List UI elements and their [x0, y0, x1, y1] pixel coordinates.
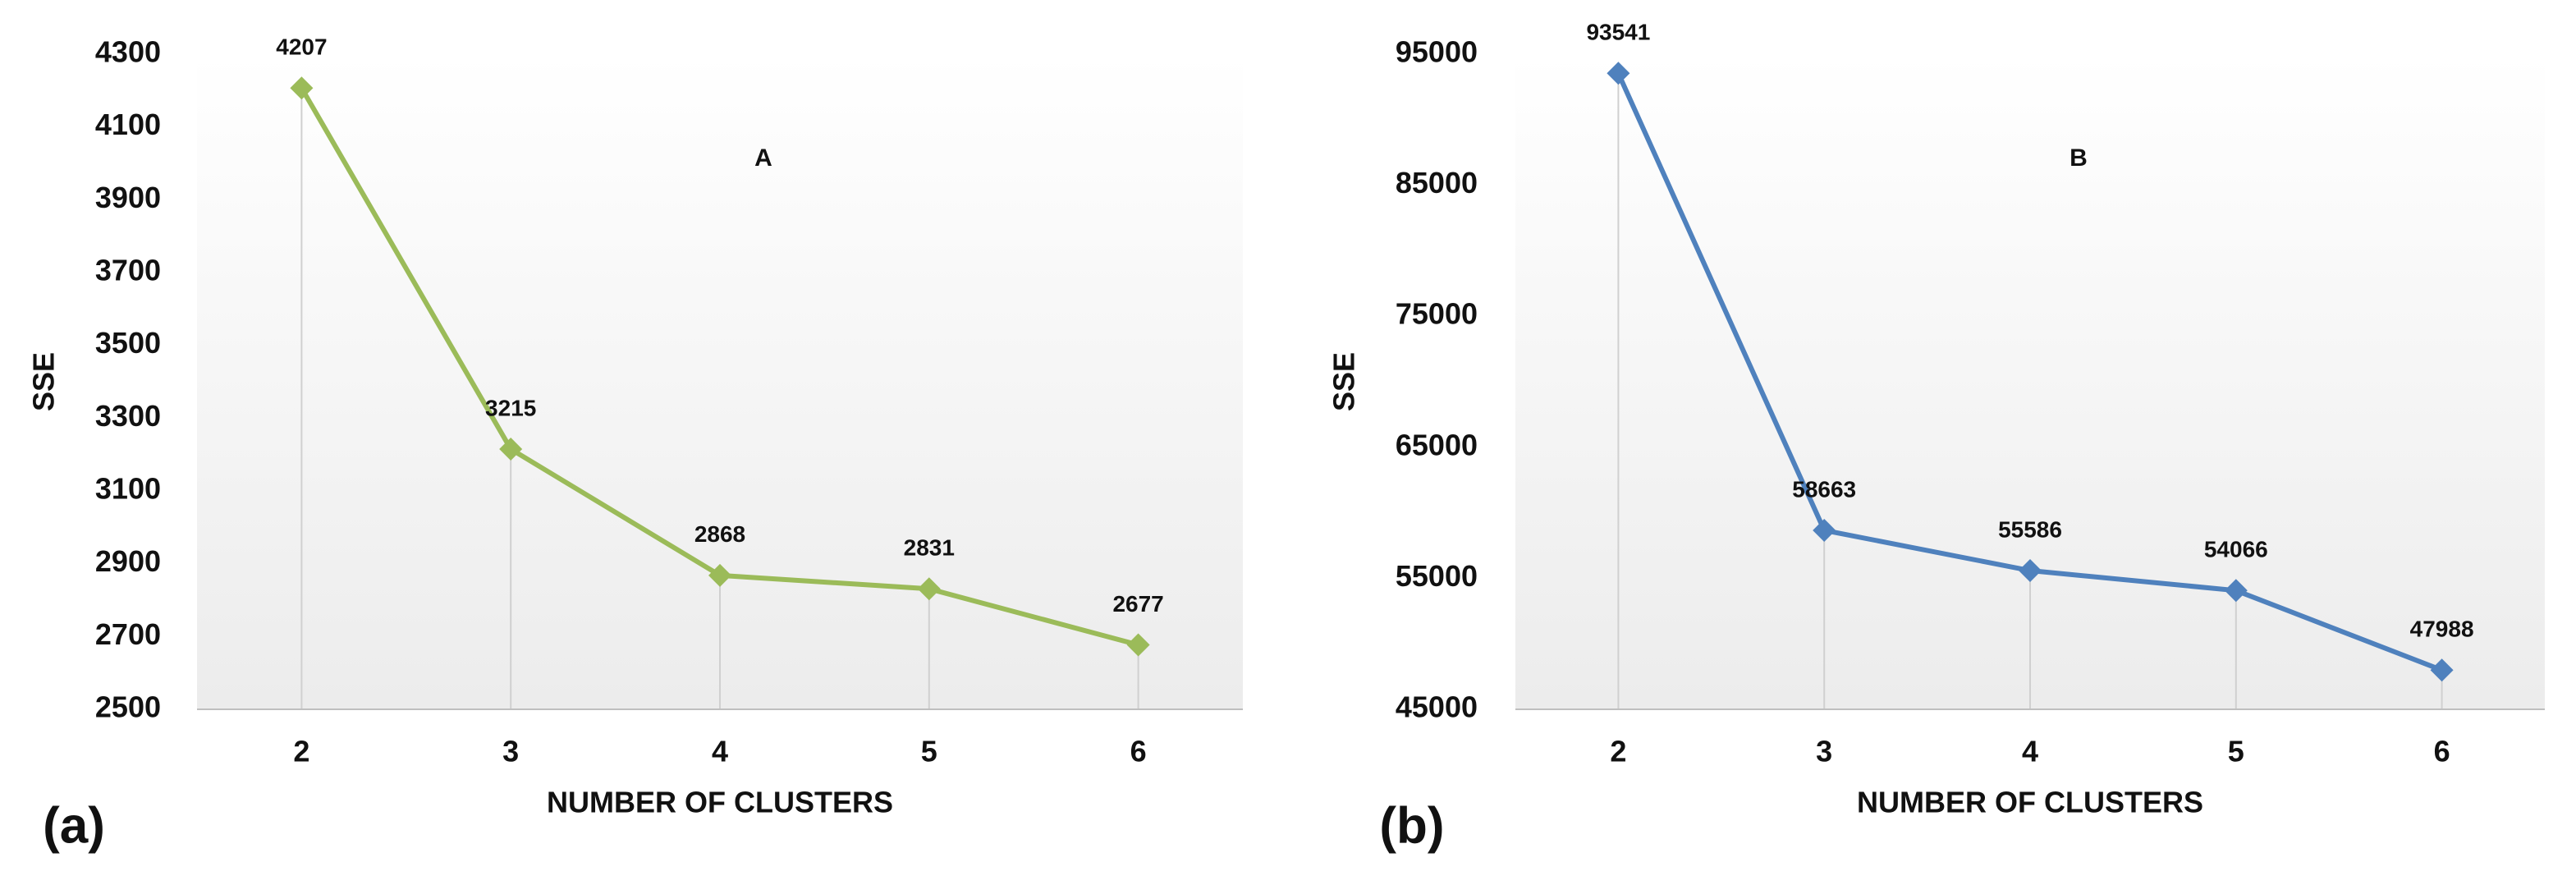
y-axis-title: SSE — [1327, 352, 1361, 411]
y-tick-label: 2900 — [95, 544, 161, 578]
marker — [2019, 559, 2042, 583]
y-tick-label: 65000 — [1396, 428, 1478, 461]
y-tick-label: 3900 — [95, 181, 161, 214]
y-tick-label: 85000 — [1396, 166, 1478, 199]
chart-title: A — [754, 144, 772, 172]
data-label: 4207 — [276, 34, 327, 60]
chart: 45000 55000 65000 75000 85000 95000 2 3 4 5 6 B NUMB… — [1327, 20, 2545, 854]
data-label: 54066 — [2204, 537, 2268, 562]
data-label: 3215 — [485, 395, 536, 420]
x-tick-label: 6 — [1130, 735, 1147, 768]
data-label: 2868 — [694, 521, 745, 547]
y-tick-label: 45000 — [1396, 690, 1478, 724]
chart: 2500 2700 2900 3100 3300 3500 3700 3900 4100 4300… — [27, 34, 1243, 854]
x-tick-label: 5 — [921, 735, 937, 768]
x-tick-label: 2 — [1610, 735, 1626, 768]
marker — [1607, 62, 1630, 85]
y-tick-label: 3500 — [95, 326, 161, 360]
data-label: 2677 — [1112, 591, 1163, 617]
y-tick-label: 3700 — [95, 254, 161, 287]
y-tick-label: 2700 — [95, 617, 161, 651]
marker — [499, 438, 523, 461]
y-axis-title: SSE — [27, 352, 61, 411]
x-axis-title: NUMBER OF CLUSTERS — [547, 786, 893, 819]
marker — [708, 563, 731, 587]
y-tick-label: 55000 — [1396, 559, 1478, 593]
panel-label: (a) — [43, 797, 105, 854]
data-label: 58663 — [1792, 476, 1856, 502]
x-axis-title: NUMBER OF CLUSTERS — [1857, 786, 2203, 819]
x-tick-label: 4 — [2022, 735, 2038, 768]
marker — [2430, 658, 2454, 682]
data-label: 55586 — [1998, 516, 2062, 542]
data-label: 93541 — [1586, 20, 1650, 45]
x-tick-label: 3 — [502, 735, 519, 768]
y-tick-label: 4100 — [95, 108, 161, 141]
x-tick-label: 5 — [2228, 735, 2244, 768]
marker — [917, 577, 941, 601]
y-tick-label: 3100 — [95, 472, 161, 506]
y-tick-label: 75000 — [1396, 297, 1478, 331]
y-tick-label: 95000 — [1396, 35, 1478, 69]
panel-label: (b) — [1379, 797, 1444, 854]
marker — [2224, 579, 2248, 603]
marker — [1813, 518, 1836, 542]
marker — [1126, 633, 1150, 657]
chart-title: B — [2070, 144, 2088, 172]
marker — [290, 76, 314, 100]
y-tick-label: 2500 — [95, 690, 161, 724]
y-tick-label: 3300 — [95, 399, 161, 433]
data-label: 2831 — [904, 535, 955, 561]
x-tick-label: 4 — [712, 735, 728, 768]
x-tick-label: 6 — [2434, 735, 2450, 768]
y-tick-label: 4300 — [95, 35, 161, 69]
x-tick-label: 2 — [293, 735, 309, 768]
data-label: 47988 — [2410, 617, 2474, 642]
x-tick-label: 3 — [1816, 735, 1832, 768]
